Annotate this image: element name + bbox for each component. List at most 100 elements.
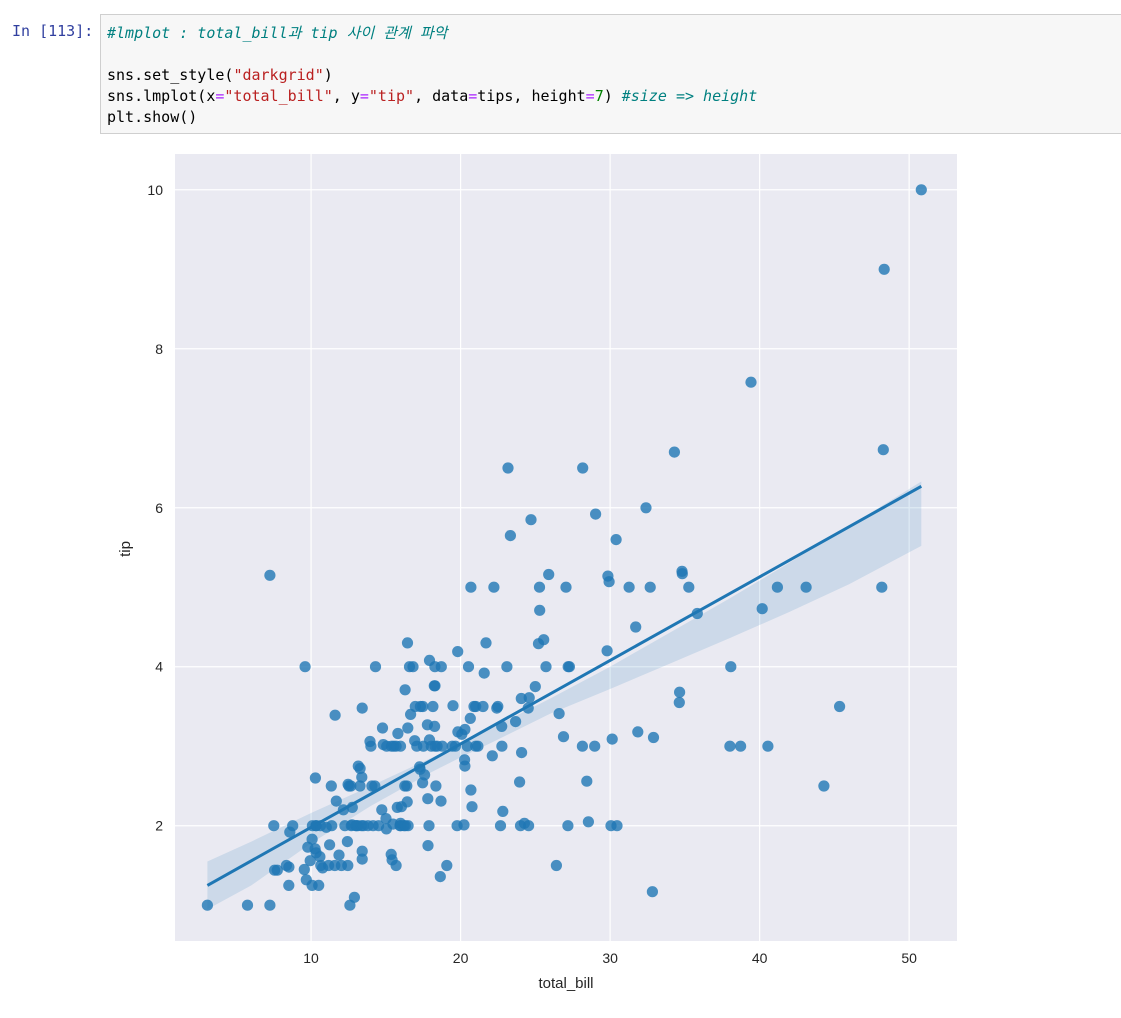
data-point — [447, 700, 459, 712]
data-point — [417, 700, 429, 713]
data-point — [466, 801, 478, 813]
data-point — [354, 762, 366, 775]
data-point — [800, 581, 812, 593]
data-point — [581, 775, 593, 787]
data-point — [407, 661, 419, 673]
code-cell-input[interactable]: #lmplot : total_bill과 tip 사이 관계 파악 sns.s… — [100, 14, 1121, 134]
code-sep: , height — [513, 87, 586, 105]
data-point — [762, 740, 774, 752]
y-tick-label: 10 — [147, 182, 163, 198]
data-point — [264, 899, 276, 911]
code-op: = — [585, 87, 595, 105]
lmplot-chart: 10 20 30 40 50 2 4 6 8 10 total_bill tip — [117, 154, 957, 992]
data-point — [326, 820, 338, 832]
data-point — [465, 784, 477, 796]
data-point — [562, 820, 574, 832]
data-point — [510, 716, 522, 728]
data-point — [724, 740, 736, 752]
code-editor[interactable]: #lmplot : total_bill과 tip 사이 관계 파악 sns.s… — [107, 23, 757, 128]
data-point — [241, 899, 254, 911]
data-point — [435, 661, 447, 673]
data-point — [606, 733, 618, 745]
data-point — [523, 820, 535, 832]
data-point — [834, 700, 846, 713]
data-point — [915, 184, 927, 196]
plot-background — [175, 154, 957, 941]
data-point — [423, 820, 435, 832]
data-point — [345, 780, 357, 792]
data-point — [430, 780, 442, 792]
code-comment: #lmplot : total_bill과 tip 사이 관계 파악 — [107, 24, 448, 42]
data-point — [399, 684, 411, 696]
data-point — [394, 740, 407, 752]
data-point — [365, 740, 377, 752]
ci-band-area — [207, 481, 922, 910]
data-point — [735, 740, 747, 752]
data-point — [533, 581, 546, 593]
code-height-arg: 7 — [594, 87, 604, 105]
data-point — [324, 839, 336, 851]
data-point — [540, 661, 552, 673]
regression-line — [206, 484, 923, 887]
data-point — [601, 645, 613, 657]
data-point — [376, 804, 388, 816]
data-point — [369, 661, 382, 673]
data-point — [725, 661, 737, 673]
data-point — [497, 805, 509, 818]
data-point — [459, 723, 471, 736]
y-tick-label: 4 — [155, 659, 163, 675]
y-tick-label: 2 — [155, 818, 163, 834]
data-point — [356, 853, 368, 865]
cell-output: 10 20 30 40 50 2 4 6 8 10 total_bill tip — [100, 140, 1000, 1010]
data-point — [576, 740, 588, 752]
data-point — [401, 637, 414, 649]
x-tick-label: 10 — [303, 950, 319, 966]
data-point — [429, 680, 441, 692]
x-tick-label: 50 — [901, 950, 917, 966]
data-point — [298, 863, 310, 876]
data-point — [287, 820, 299, 832]
data-point — [341, 836, 353, 848]
confidence-band — [207, 481, 922, 910]
code-op: = — [359, 87, 369, 105]
data-point — [436, 740, 448, 752]
y-axis-label: tip — [117, 541, 134, 557]
data-point — [268, 820, 280, 832]
data-point — [534, 604, 546, 616]
data-point — [464, 712, 476, 725]
data-point — [472, 740, 484, 752]
data-point — [502, 462, 514, 474]
data-point — [435, 795, 447, 807]
data-point — [309, 772, 321, 784]
data-point — [427, 700, 439, 713]
data-point — [668, 446, 681, 458]
data-point — [878, 263, 890, 275]
y-tick-label: 8 — [155, 341, 163, 357]
data-point — [756, 603, 768, 615]
data-point — [876, 581, 888, 593]
data-point — [550, 859, 562, 872]
code-inline-comment: #size => height — [621, 87, 758, 105]
data-point — [465, 581, 477, 593]
data-point — [314, 851, 326, 863]
code-op: = — [215, 87, 225, 105]
data-point — [462, 661, 475, 673]
code-y-arg: "tip" — [368, 87, 415, 105]
regression-line-group — [206, 484, 923, 887]
data-point — [644, 581, 656, 593]
code-sep: , data — [414, 87, 469, 105]
data-point — [494, 820, 507, 832]
data-point — [392, 727, 404, 740]
data-point — [646, 886, 659, 898]
data-point — [492, 700, 504, 713]
data-point — [390, 859, 402, 872]
data-point — [683, 581, 695, 593]
code-close: ) — [603, 87, 622, 105]
data-point — [478, 667, 490, 679]
code-set-style-close: ) — [323, 66, 333, 84]
data-point — [611, 820, 623, 832]
data-point — [486, 750, 498, 762]
data-point — [543, 568, 555, 581]
data-point — [590, 508, 602, 520]
data-point — [640, 502, 652, 514]
